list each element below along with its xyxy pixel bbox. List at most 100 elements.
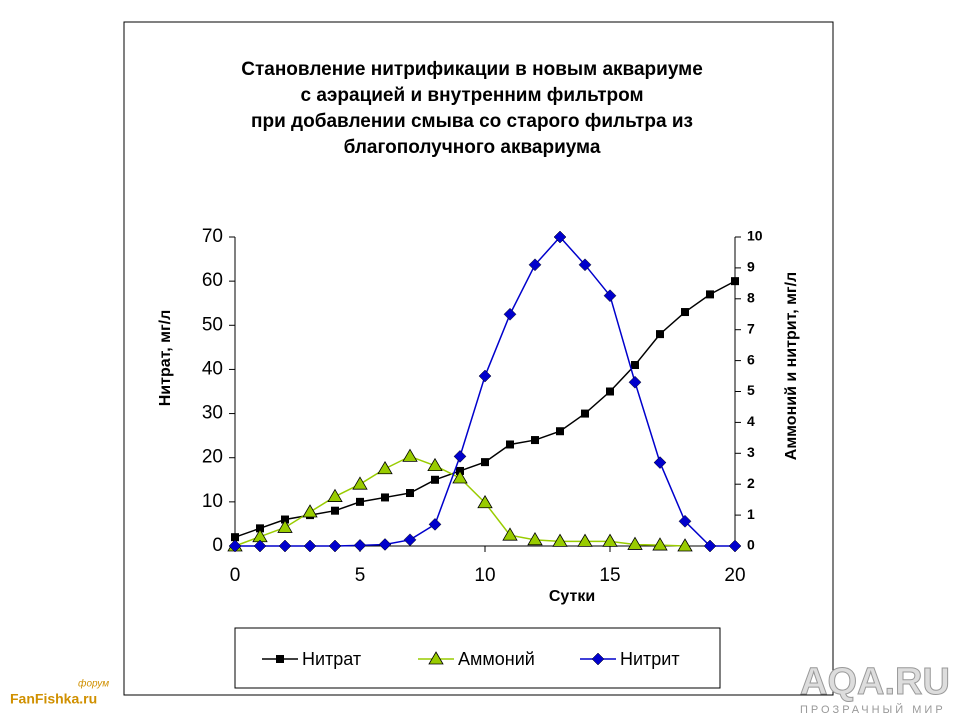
- marker: [706, 290, 714, 299]
- marker: [627, 536, 643, 550]
- marker: [681, 308, 689, 317]
- y2-tick-label: 4: [747, 413, 755, 429]
- x-axis-label: Сутки: [549, 588, 595, 605]
- marker: [527, 532, 543, 546]
- marker: [377, 460, 393, 475]
- watermark: форум: [78, 678, 109, 690]
- legend-label: Аммоний: [458, 649, 535, 669]
- marker: [253, 539, 267, 553]
- watermark: ПРОЗРАЧНЫЙ МИР: [800, 703, 946, 716]
- marker: [652, 537, 668, 551]
- title: Становление нитрификации в новым аквариу…: [241, 59, 703, 158]
- marker: [703, 539, 717, 553]
- marker: [281, 515, 289, 524]
- marker: [277, 519, 293, 533]
- y2-tick-label: 10: [747, 228, 763, 244]
- legend: [234, 627, 721, 689]
- marker: [402, 448, 418, 462]
- marker: [531, 436, 539, 445]
- marker: [428, 518, 442, 531]
- marker: [352, 476, 368, 490]
- marker: [276, 655, 284, 663]
- marker: [478, 369, 492, 383]
- x-tick-label: 5: [355, 565, 366, 586]
- marker: [556, 427, 564, 436]
- marker: [378, 538, 392, 551]
- marker: [603, 289, 617, 303]
- y-tick-label: 20: [202, 447, 223, 468]
- marker: [427, 457, 443, 472]
- y2-tick-label: 2: [747, 475, 755, 491]
- marker: [591, 652, 605, 666]
- y2-axis-label: Аммоний и нитрит, мг/л: [783, 272, 800, 460]
- y2-tick-label: 6: [747, 351, 755, 367]
- marker: [577, 533, 593, 547]
- marker: [502, 527, 518, 541]
- marker: [356, 497, 364, 506]
- marker: [528, 258, 542, 272]
- x-tick-label: 20: [724, 565, 745, 586]
- chart-title: благополучного аквариума: [344, 137, 601, 158]
- marker: [503, 307, 517, 321]
- marker: [731, 277, 739, 286]
- marker: [653, 456, 667, 469]
- y-tick-label: 70: [202, 226, 223, 247]
- x-tick-label: 10: [474, 565, 495, 586]
- chart-frame: [123, 21, 834, 696]
- marker: [677, 538, 693, 552]
- marker: [606, 387, 614, 396]
- y-tick-label: 0: [212, 535, 223, 556]
- marker: [428, 651, 444, 665]
- watermark: AQA.RU: [800, 661, 950, 703]
- marker: [431, 475, 439, 484]
- marker: [327, 488, 343, 502]
- marker: [228, 539, 242, 553]
- marker: [552, 533, 568, 547]
- marker: [678, 514, 692, 528]
- marker: [278, 539, 292, 553]
- legend-label: Нитрит: [620, 649, 680, 669]
- y-tick-label: 10: [202, 491, 223, 512]
- marker: [477, 494, 493, 509]
- y2-tick-label: 1: [747, 506, 755, 522]
- y2-tick-label: 7: [747, 320, 755, 336]
- legend-label: Нитрат: [302, 649, 361, 669]
- y2-tick-label: 3: [747, 444, 755, 460]
- marker: [728, 539, 742, 553]
- marker: [406, 489, 414, 498]
- chart-title: Становление нитрификации в новым аквариу…: [241, 59, 703, 80]
- marker: [506, 440, 514, 449]
- marker: [256, 524, 264, 533]
- chart-title: с аэрацией и внутренним фильтром: [300, 85, 643, 106]
- marker: [602, 533, 618, 547]
- marker: [581, 409, 589, 418]
- y2-tick-label: 8: [747, 290, 755, 306]
- marker: [381, 493, 389, 502]
- y-axis-label: Нитрат, мг/л: [157, 310, 174, 407]
- marker: [656, 330, 664, 339]
- marker: [328, 539, 342, 553]
- marker: [553, 230, 567, 244]
- y2-tick-label: 5: [747, 382, 755, 398]
- y-tick-label: 60: [202, 270, 223, 291]
- y-tick-label: 50: [202, 314, 223, 335]
- marker: [631, 361, 639, 370]
- y-tick-label: 40: [202, 358, 223, 379]
- marker: [453, 450, 467, 463]
- marker: [231, 533, 239, 542]
- y-tick-label: 30: [202, 403, 223, 424]
- y2-tick-label: 9: [747, 259, 755, 275]
- marker: [303, 539, 317, 553]
- x-tick-label: 15: [599, 565, 620, 586]
- marker: [353, 539, 367, 552]
- chart-title: при добавлении смыва со старого фильтра …: [251, 111, 693, 132]
- marker: [403, 533, 417, 547]
- x-tick-label: 0: [230, 565, 241, 586]
- marker: [578, 258, 592, 272]
- marker: [331, 506, 339, 515]
- marker: [628, 375, 642, 389]
- marker: [302, 504, 318, 518]
- y2-tick-label: 0: [747, 537, 755, 553]
- marker: [481, 458, 489, 467]
